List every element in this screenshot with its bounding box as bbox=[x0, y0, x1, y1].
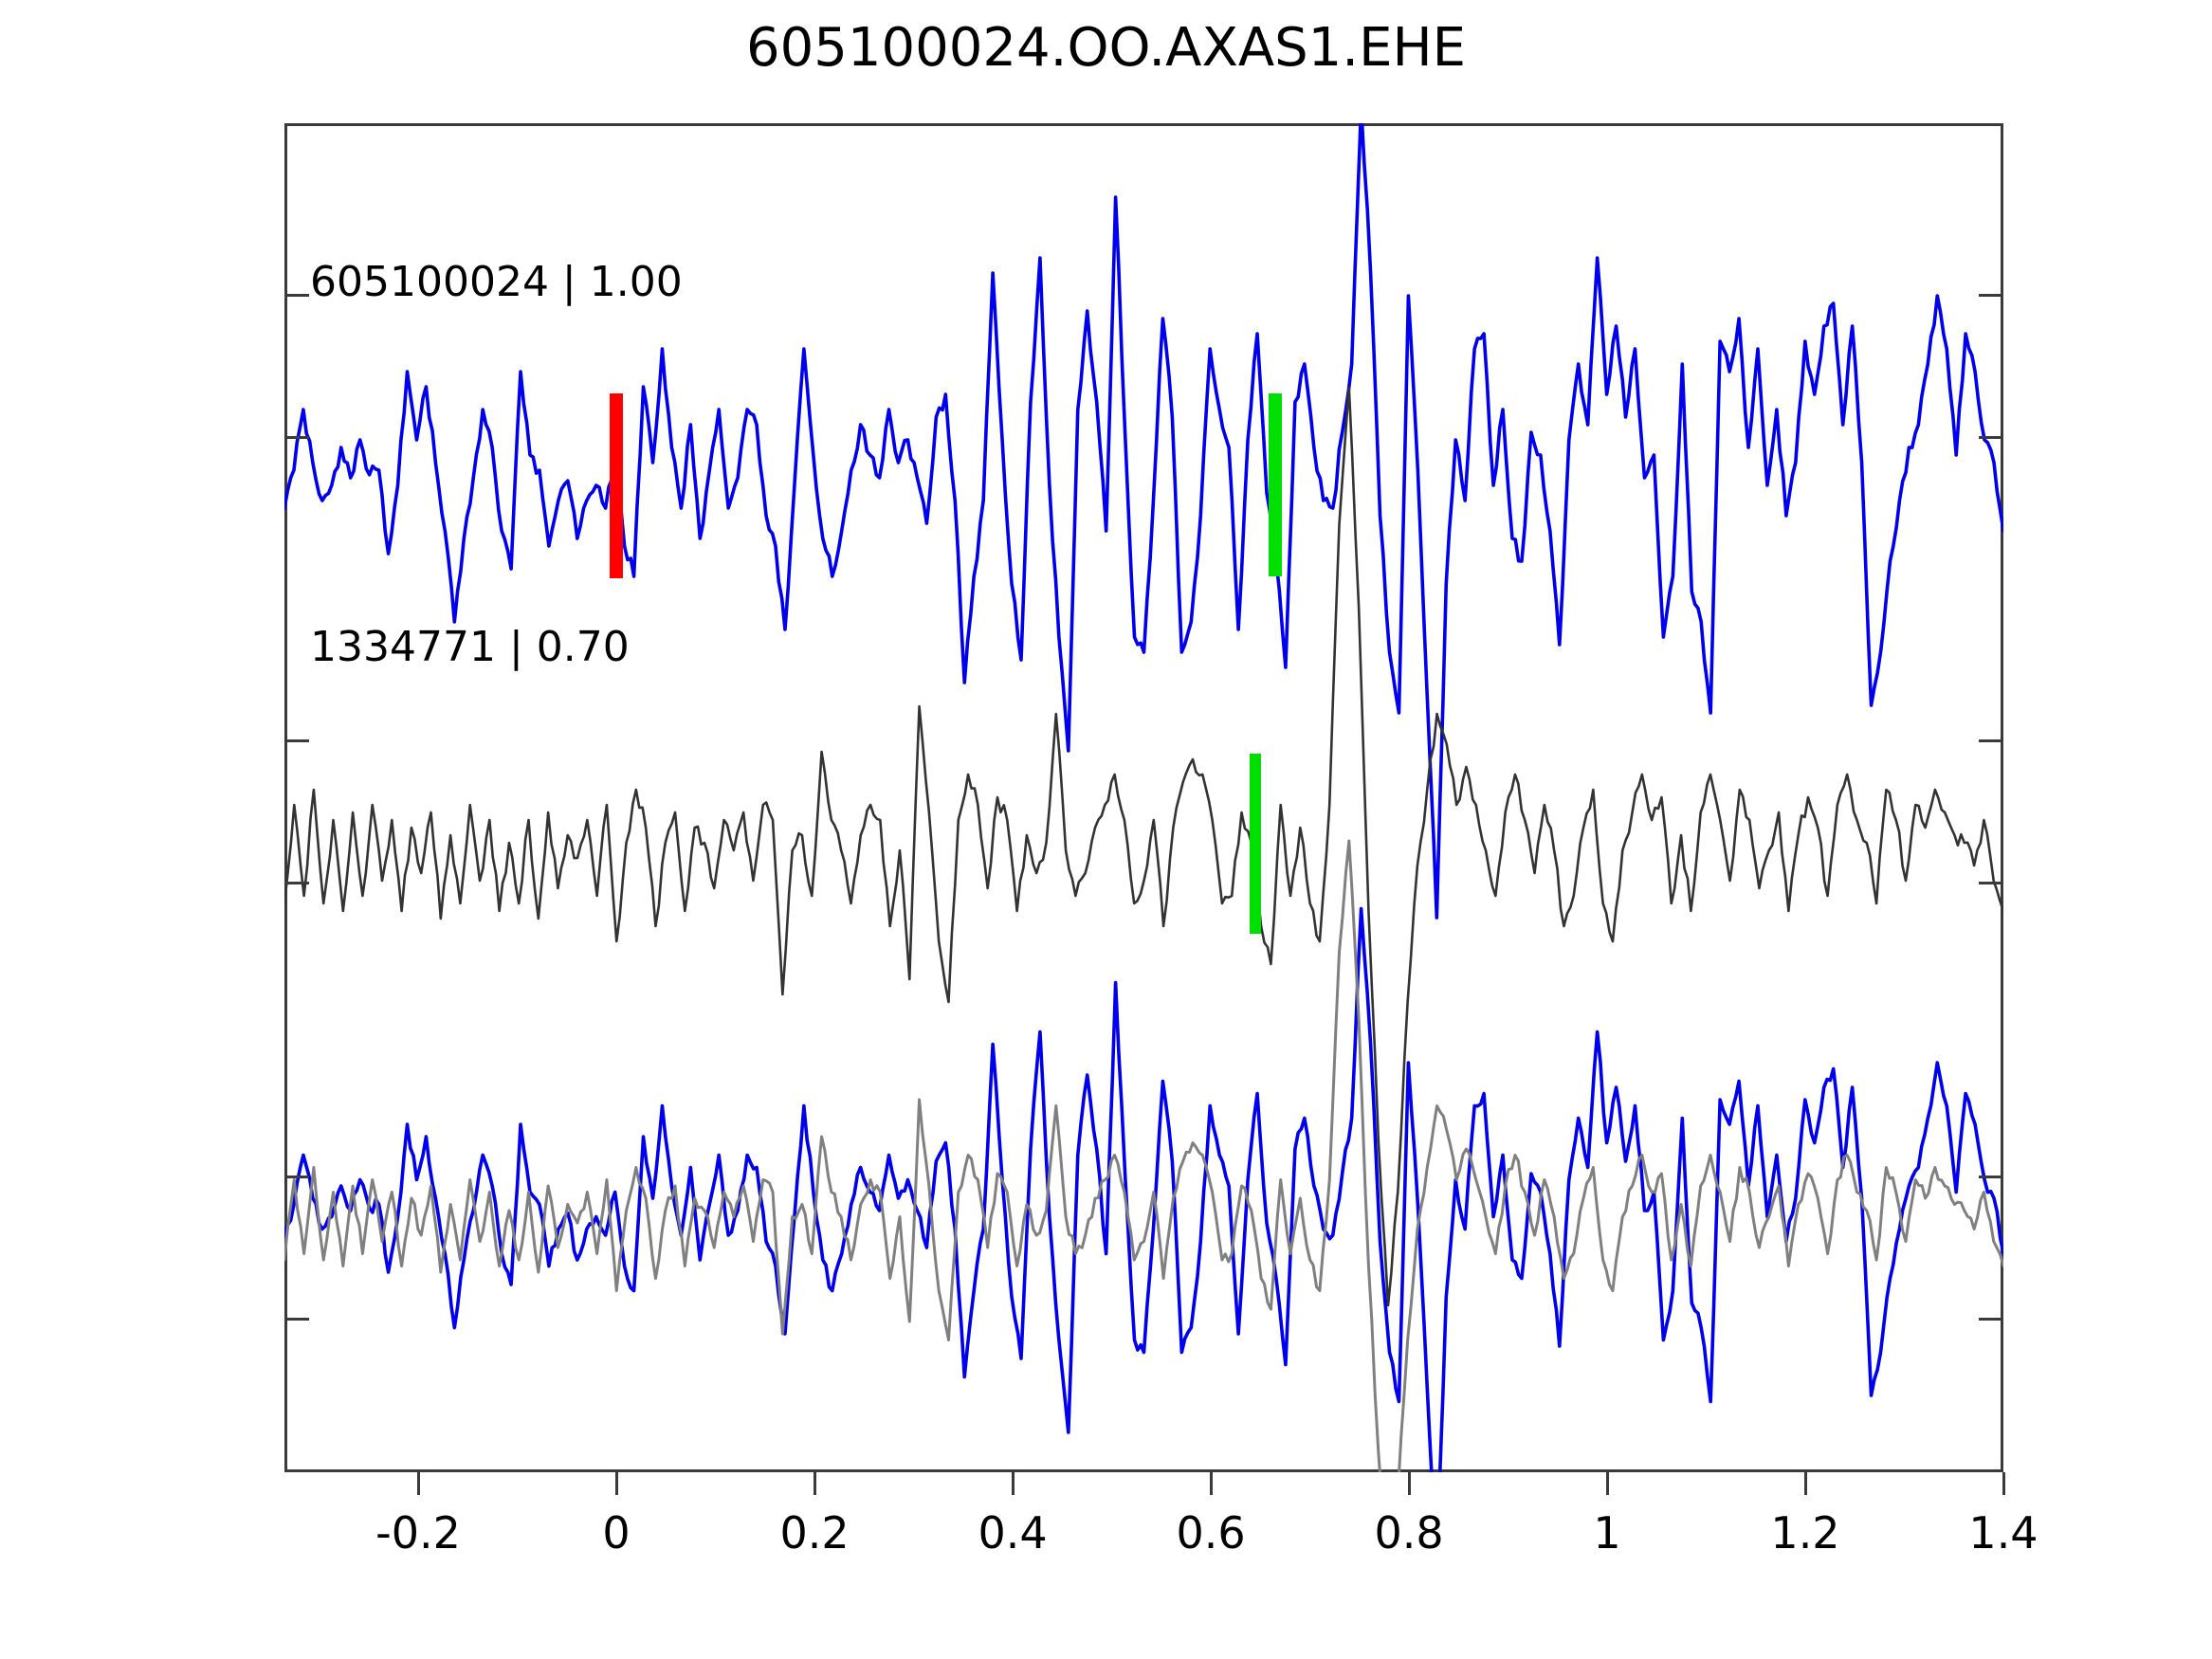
pick-marker-green-top bbox=[1268, 393, 1282, 576]
x-axis-tick-label-2: 0.2 bbox=[779, 1507, 850, 1559]
x-axis-tick-label-6: 1 bbox=[1593, 1507, 1621, 1559]
x-axis-tick-label-5: 0.8 bbox=[1374, 1507, 1444, 1559]
y-axis-tick-5-left bbox=[284, 1318, 309, 1321]
y-axis-tick-4-right bbox=[1979, 1176, 2003, 1178]
x-axis-tick-label-1: 0 bbox=[602, 1507, 631, 1559]
y-axis-tick-2-left bbox=[284, 739, 309, 742]
x-axis-tick-6 bbox=[1606, 1472, 1610, 1495]
plot-frame bbox=[284, 123, 2003, 1472]
page-title: 605100024.OO.AXAS1.EHE bbox=[746, 17, 1466, 79]
y-axis-tick-2-right bbox=[1979, 739, 2003, 742]
y-axis-tick-3-left bbox=[284, 882, 309, 884]
waveform-1334771-overlay bbox=[284, 841, 2003, 1472]
waveform-605100024 bbox=[284, 123, 2003, 918]
y-axis-tick-0-right bbox=[1979, 294, 2003, 297]
x-axis-tick-label-7: 1.2 bbox=[1770, 1507, 1840, 1559]
y-axis-tick-4-left bbox=[284, 1176, 309, 1178]
x-axis-tick-4 bbox=[1210, 1472, 1214, 1495]
y-axis-tick-1-left bbox=[284, 436, 309, 439]
trace-label-primary: 605100024 | 1.00 bbox=[310, 258, 683, 306]
y-axis-tick-1-right bbox=[1979, 436, 2003, 439]
x-axis-tick-7 bbox=[1804, 1472, 1807, 1495]
x-axis-tick-8 bbox=[2002, 1472, 2005, 1495]
waveform-canvas bbox=[284, 123, 2003, 1472]
x-axis-tick-1 bbox=[615, 1472, 619, 1495]
trace-label-secondary: 1334771 | 0.70 bbox=[310, 623, 630, 671]
x-axis-tick-2 bbox=[814, 1472, 817, 1495]
x-axis-tick-label-4: 0.6 bbox=[1176, 1507, 1246, 1559]
x-axis-tick-label-8: 1.4 bbox=[1968, 1507, 2038, 1559]
x-axis-tick-0 bbox=[417, 1472, 421, 1495]
x-axis-tick-3 bbox=[1012, 1472, 1015, 1495]
x-axis-tick-label-3: 0.4 bbox=[978, 1507, 1048, 1559]
y-axis-tick-5-right bbox=[1979, 1318, 2003, 1321]
y-axis-tick-0-left bbox=[284, 294, 309, 297]
pick-marker-green-mid bbox=[1250, 754, 1262, 934]
waveform-605100024-overlay bbox=[284, 909, 2003, 1473]
x-axis-tick-5 bbox=[1408, 1472, 1412, 1495]
y-axis-tick-3-right bbox=[1979, 882, 2003, 884]
pick-marker-red bbox=[610, 393, 624, 578]
x-axis-tick-label-0: -0.2 bbox=[375, 1507, 461, 1559]
waveform-1334771 bbox=[284, 388, 2003, 1305]
